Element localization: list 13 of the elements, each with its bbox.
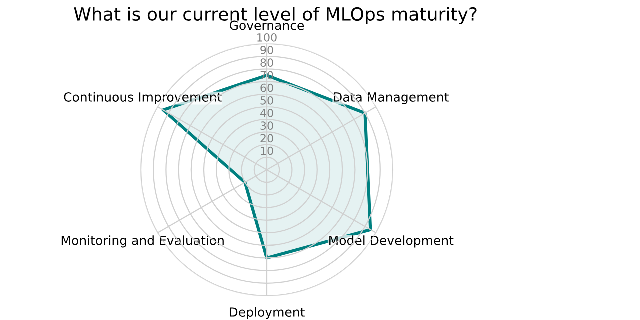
y-tick-label: 10 [261,146,274,156]
y-tick-label: 100 [258,33,277,42]
y-tick-label: 20 [260,134,274,143]
y-tick-label: 40 [260,109,274,118]
y-tick-label: 50 [260,96,274,105]
spoke-label: Continuous Improvement [64,92,222,104]
y-tick-label: 60 [260,84,274,92]
spoke-label: Monitoring and Evaluation [62,236,224,248]
y-tick-label: 80 [260,58,274,68]
spoke-label: Model Development [330,236,454,248]
spoke-label: Deployment [230,307,305,320]
y-tick-label: 30 [260,122,274,130]
y-tick-label: 90 [260,46,274,54]
